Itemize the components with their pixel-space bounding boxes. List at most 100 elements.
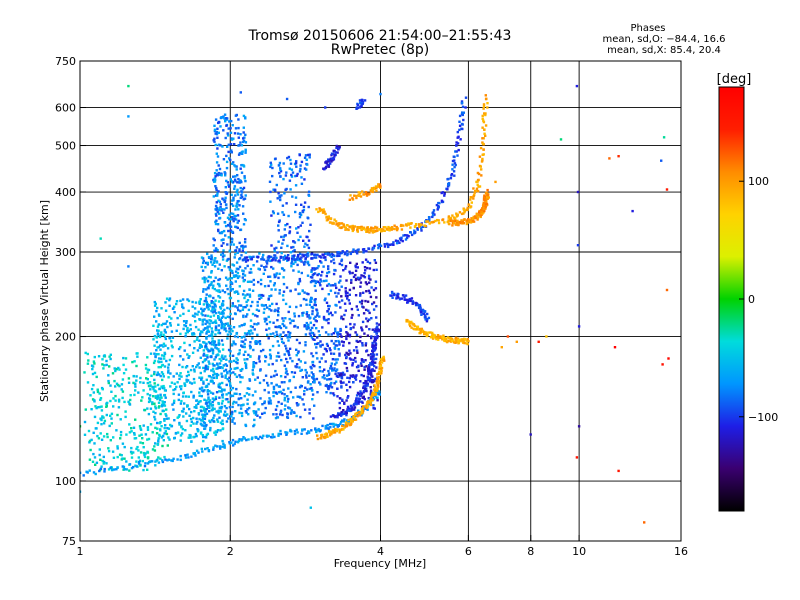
data-point xyxy=(218,285,221,288)
data-point xyxy=(329,384,332,388)
data-point xyxy=(290,371,294,374)
data-point xyxy=(360,359,364,362)
data-point xyxy=(156,325,160,328)
data-point xyxy=(280,194,283,197)
data-point xyxy=(244,148,247,151)
data-point xyxy=(244,410,248,413)
data-point xyxy=(98,392,101,395)
data-point xyxy=(296,326,299,329)
data-point xyxy=(393,224,396,227)
data-point xyxy=(257,280,260,284)
data-point xyxy=(295,227,298,230)
data-point xyxy=(324,212,327,216)
data-point xyxy=(325,301,329,304)
data-point xyxy=(241,188,245,191)
data-point xyxy=(221,427,225,430)
data-point xyxy=(434,336,438,339)
data-point xyxy=(146,426,150,429)
data-point xyxy=(358,278,361,281)
data-point xyxy=(364,191,368,194)
data-point xyxy=(221,393,224,397)
data-point xyxy=(211,362,214,366)
data-point xyxy=(371,302,374,306)
data-point xyxy=(244,294,247,297)
data-point xyxy=(312,272,316,276)
data-point xyxy=(305,371,308,374)
data-point xyxy=(305,303,308,306)
data-point xyxy=(239,186,242,190)
data-point xyxy=(307,292,310,296)
data-point xyxy=(165,417,169,420)
data-point xyxy=(156,306,159,310)
data-point xyxy=(311,312,314,316)
data-point xyxy=(227,292,230,296)
data-point xyxy=(222,129,225,132)
data-point xyxy=(213,302,216,305)
data-point xyxy=(155,353,158,356)
data-point xyxy=(356,226,359,229)
data-point xyxy=(167,376,170,379)
data-point xyxy=(110,422,113,425)
data-point xyxy=(250,255,253,259)
data-point xyxy=(116,455,119,459)
data-point xyxy=(362,391,365,394)
data-point xyxy=(329,311,332,314)
data-point xyxy=(227,224,230,227)
data-point xyxy=(313,303,316,306)
data-point xyxy=(375,381,379,385)
data-point xyxy=(238,241,241,245)
data-point xyxy=(146,462,150,465)
data-point xyxy=(316,273,319,277)
data-point xyxy=(241,247,245,250)
data-point xyxy=(338,354,341,357)
data-point xyxy=(156,443,159,446)
data-point xyxy=(179,454,182,458)
data-point xyxy=(215,206,219,210)
data-point xyxy=(486,106,489,109)
data-point xyxy=(202,354,205,357)
data-point xyxy=(244,305,247,309)
data-point xyxy=(154,395,158,398)
data-point xyxy=(294,174,297,178)
data-point xyxy=(377,377,380,381)
data-point xyxy=(237,118,240,121)
data-point xyxy=(179,387,183,391)
data-point xyxy=(203,280,206,284)
data-point xyxy=(212,416,215,420)
data-point xyxy=(217,411,220,415)
data-point xyxy=(203,341,206,344)
data-point xyxy=(255,342,258,345)
data-point xyxy=(123,445,126,449)
data-point xyxy=(284,302,288,306)
data-point xyxy=(198,391,201,394)
data-point xyxy=(117,406,121,409)
data-point xyxy=(341,250,344,253)
data-point xyxy=(338,343,341,346)
data-point xyxy=(162,354,166,358)
data-point xyxy=(350,417,353,421)
data-point xyxy=(345,331,348,334)
data-point xyxy=(354,356,357,360)
data-point xyxy=(199,333,202,336)
data-point xyxy=(343,302,347,305)
y-tick-label: 400 xyxy=(55,186,76,199)
data-point xyxy=(460,100,464,103)
data-point xyxy=(465,222,468,226)
data-point xyxy=(313,378,316,382)
data-point xyxy=(157,401,161,404)
data-point xyxy=(275,383,278,387)
data-point xyxy=(345,383,348,386)
data-point xyxy=(410,326,413,329)
data-point xyxy=(321,370,324,373)
data-point xyxy=(214,204,218,208)
data-point xyxy=(218,167,222,171)
data-point xyxy=(355,374,358,377)
data-point xyxy=(201,320,204,323)
data-point xyxy=(202,406,206,409)
data-point xyxy=(137,456,140,459)
data-point xyxy=(192,396,195,399)
data-point xyxy=(285,202,288,205)
data-point xyxy=(247,413,250,416)
data-point xyxy=(146,468,149,471)
data-point xyxy=(268,304,272,308)
